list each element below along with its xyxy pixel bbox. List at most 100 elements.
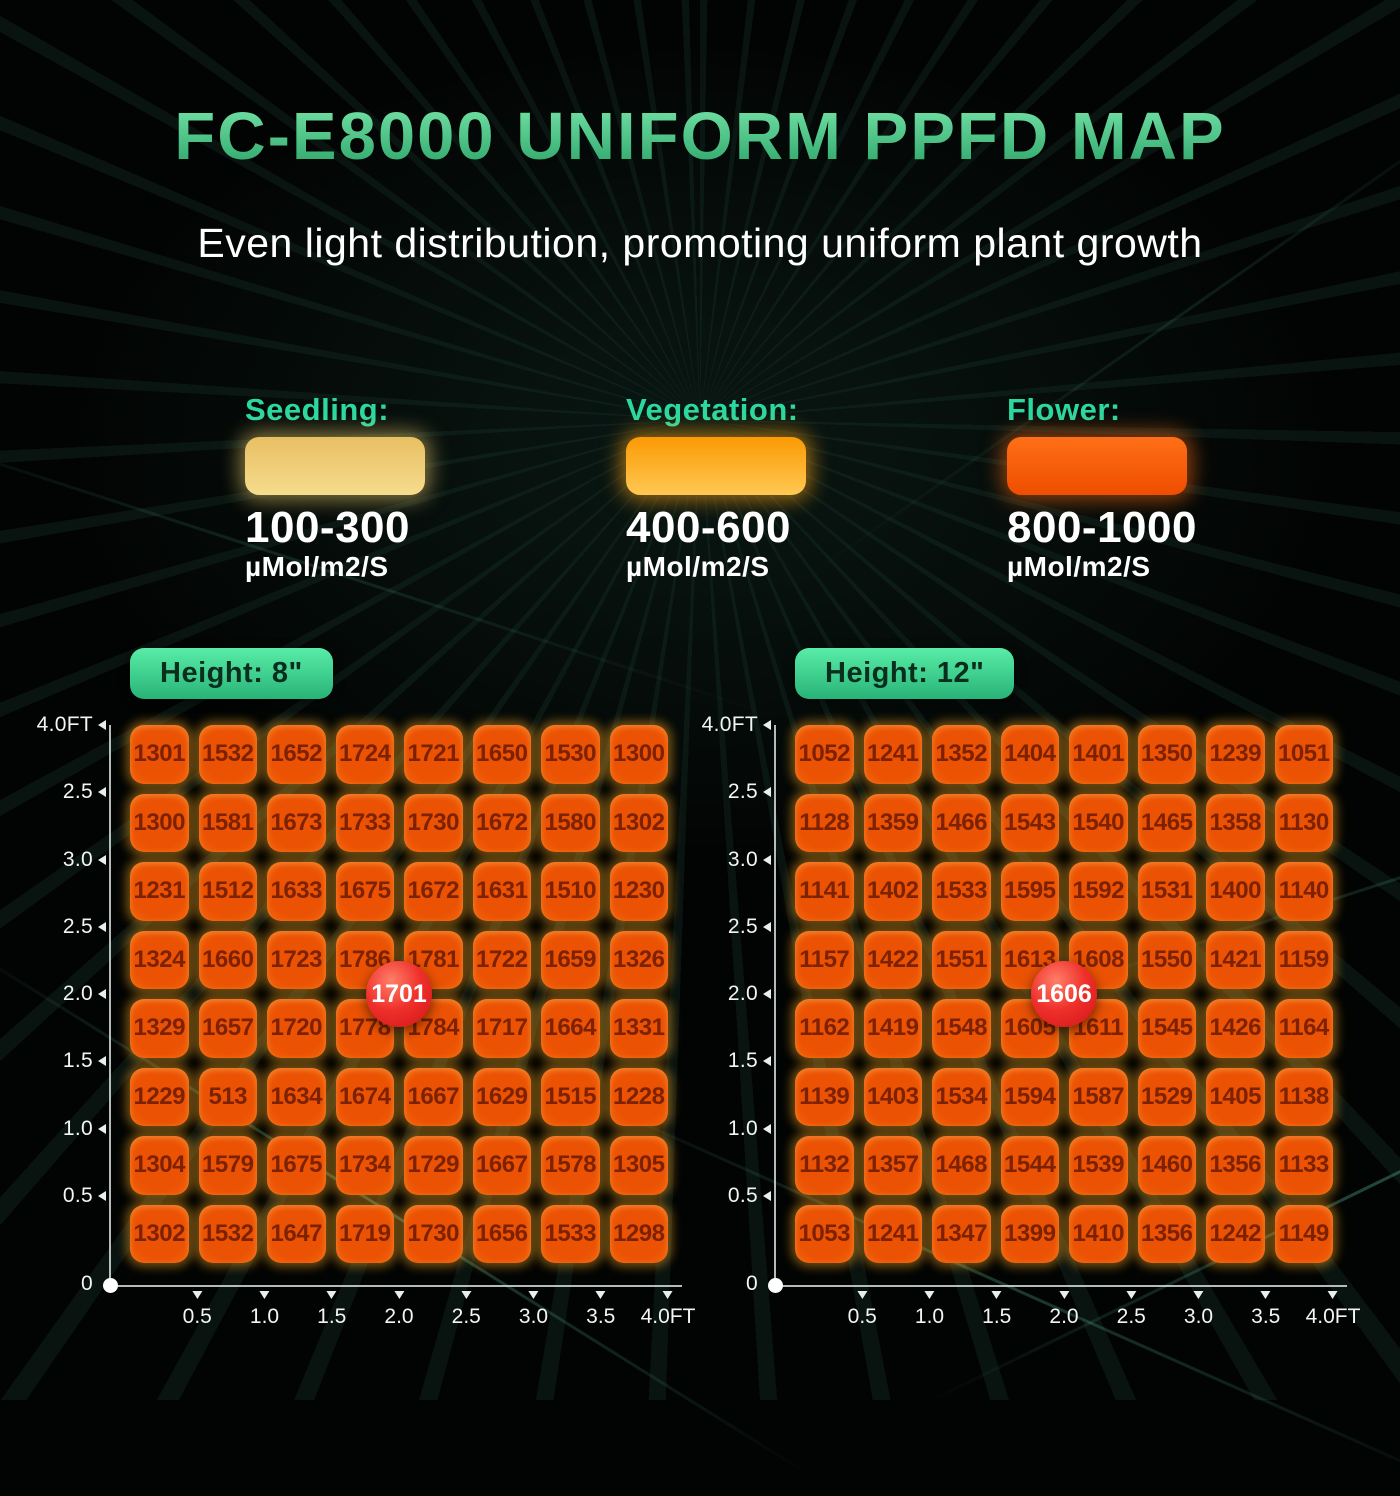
legend-item-seedling: Seedling: 100-300 µMol/m2/S	[245, 392, 475, 583]
x-axis-tick-label: 0.5	[183, 1291, 212, 1329]
ppfd-cell: 1592	[1069, 862, 1128, 921]
legend-label: Vegetation:	[626, 392, 799, 427]
ppfd-heatmap-8in: 1301 1532 1652 1724 1721 1650 1530 1300 1300 1581…	[37, 713, 705, 1353]
ppfd-cell: 1675	[267, 1136, 326, 1195]
ppfd-cell: 1515	[541, 1067, 600, 1126]
axis-tick-marker	[857, 1291, 868, 1299]
ppfd-cell: 1130	[1274, 793, 1333, 852]
ppfd-cell: 1667	[472, 1136, 531, 1195]
ppfd-cell: 1629	[472, 1067, 531, 1126]
ppfd-cell: 1410	[1069, 1204, 1128, 1263]
axis-tick-marker	[461, 1291, 472, 1299]
ppfd-cell: 1667	[404, 1067, 463, 1126]
ppfd-cell: 1401	[1069, 725, 1128, 784]
axis-tick-marker	[1126, 1291, 1137, 1299]
ppfd-cell: 1324	[130, 930, 189, 989]
ppfd-cell: 1551	[932, 930, 991, 989]
ppfd-cell: 1241	[863, 725, 922, 784]
axis-tick-marker	[662, 1291, 673, 1299]
ppfd-cell: 1733	[335, 793, 394, 852]
ppfd-cell: 1672	[472, 793, 531, 852]
ppfd-cell: 1510	[541, 862, 600, 921]
ppfd-cell: 1230	[609, 862, 668, 921]
x-axis-tick-label: 1.5	[317, 1291, 346, 1329]
ppfd-cell: 1399	[1000, 1204, 1059, 1263]
ppfd-range-value: 400-600	[626, 503, 791, 552]
x-axis-tick-label: 2.0	[384, 1291, 414, 1329]
axis-tick-marker	[991, 1291, 1002, 1299]
x-axis-tick-label: 2.5	[1117, 1291, 1146, 1329]
ppfd-cell: 1729	[404, 1136, 463, 1195]
axis-origin-dot	[768, 1278, 783, 1293]
y-axis-tick-label: 0	[746, 1272, 758, 1295]
ppfd-cell: 1465	[1137, 793, 1196, 852]
ppfd-cell: 1302	[609, 793, 668, 852]
ppfd-cell: 1533	[541, 1204, 600, 1263]
axis-tick-marker	[98, 854, 106, 865]
x-axis-tick-label: 2.5	[452, 1291, 481, 1329]
ppfd-cell: 1302	[130, 1204, 189, 1263]
ppfd-cell: 1359	[863, 793, 922, 852]
legend-item-flower: Flower: 800-1000 µMol/m2/S	[1007, 392, 1237, 583]
ppfd-cell: 1539	[1069, 1136, 1128, 1195]
y-axis-tick-label: 2.0	[60, 981, 106, 1007]
ppfd-cell: 1660	[198, 930, 257, 989]
axis-tick-marker	[98, 1056, 106, 1067]
axis-tick-marker	[1327, 1291, 1338, 1299]
ppfd-cell: 1051	[1274, 725, 1333, 784]
y-axis-tick-label: 3.0	[725, 847, 771, 873]
ppfd-cell: 1329	[130, 999, 189, 1058]
ppfd-cell: 1138	[1274, 1067, 1333, 1126]
ppfd-cell: 1053	[795, 1204, 854, 1263]
axis-tick-marker	[98, 787, 106, 798]
axis-tick-marker	[924, 1291, 935, 1299]
center-value-badge: 1606	[1031, 961, 1097, 1027]
y-axis-tick-label: 2.5	[725, 779, 771, 805]
ppfd-cell: 1717	[472, 999, 531, 1058]
ppfd-cell: 1721	[404, 725, 463, 784]
axis-tick-marker	[259, 1291, 270, 1299]
axis-tick-marker	[763, 720, 771, 730]
ppfd-cell: 1533	[932, 862, 991, 921]
y-axis-tick-label: 1.0	[725, 1116, 771, 1142]
ppfd-cell: 1298	[609, 1204, 668, 1263]
x-axis-tick-label: 4.0FT	[641, 1291, 695, 1329]
x-axis-tick-label: 2.0	[1049, 1291, 1079, 1329]
ppfd-cell: 1421	[1206, 930, 1265, 989]
ppfd-cell: 1730	[404, 793, 463, 852]
legend-label: Flower:	[1007, 392, 1121, 427]
ppfd-cell: 1400	[1206, 862, 1265, 921]
axis-tick-marker	[98, 1190, 106, 1201]
ppfd-grid: 1052 1241 1352 1404 1401 1350 1239 1051 1128 1359…	[795, 725, 1333, 1263]
ppfd-legend: Seedling: 100-300 µMol/m2/S Vegetation: …	[245, 392, 1237, 583]
ppfd-cell: 1633	[267, 862, 326, 921]
x-axis-tick-label: 3.0	[519, 1291, 548, 1329]
ppfd-cell: 1241	[863, 1204, 922, 1263]
legend-label: Seedling:	[245, 392, 390, 427]
ppfd-cell: 1594	[1000, 1067, 1059, 1126]
ppfd-map-height-12in: Height: 12" 1052 1241 1352 1404 1401 1350 1239…	[702, 648, 1370, 1353]
ppfd-map-height-8in: Height: 8" 1301 1532 1652 1724 1721 1650 1530 1…	[37, 648, 705, 1353]
axis-tick-marker	[763, 921, 771, 932]
ppfd-cell: 1531	[1137, 862, 1196, 921]
ppfd-cell: 1647	[267, 1204, 326, 1263]
ppfd-cell: 1140	[1274, 862, 1333, 921]
ppfd-cell: 1532	[198, 1204, 257, 1263]
ppfd-cell: 1403	[863, 1067, 922, 1126]
ppfd-cell: 1422	[863, 930, 922, 989]
axis-tick-marker	[763, 989, 771, 999]
ppfd-cell: 1724	[335, 725, 394, 784]
ppfd-cell: 1159	[1274, 930, 1333, 989]
y-axis-tick-label: 4.0FT	[702, 712, 771, 738]
page-subtitle: Even light distribution, promoting unifo…	[197, 220, 1203, 266]
ppfd-cell: 1550	[1137, 930, 1196, 989]
ppfd-cell: 1674	[335, 1067, 394, 1126]
ppfd-range-value: 100-300	[245, 503, 410, 552]
ppfd-cell: 1548	[932, 999, 991, 1058]
ppfd-cell: 1664	[541, 999, 600, 1058]
axis-tick-marker	[393, 1291, 404, 1299]
ppfd-cell: 1357	[863, 1136, 922, 1195]
ppfd-cell: 1157	[795, 930, 854, 989]
x-axis-tick-label: 0.5	[848, 1291, 877, 1329]
page-title: FC-E8000 UNIFORM PPFD MAP	[0, 98, 1400, 175]
